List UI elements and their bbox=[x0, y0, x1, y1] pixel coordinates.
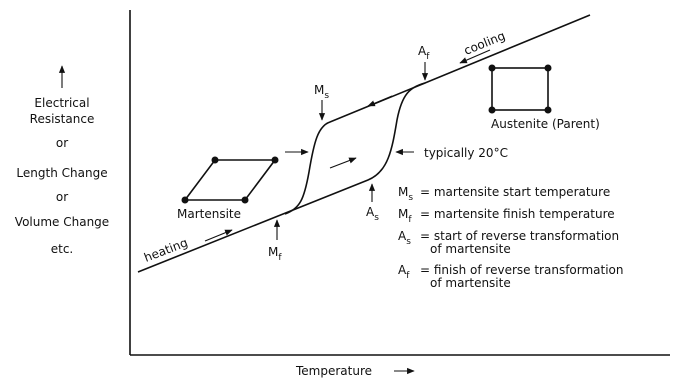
ms-label: Ms bbox=[314, 83, 329, 101]
cooling-arrow bbox=[459, 49, 491, 64]
x-axis-label: Temperature bbox=[295, 364, 372, 378]
definitions: Ms = martensite start temperature Mf = mart… bbox=[398, 185, 624, 290]
symbol: A bbox=[366, 205, 375, 219]
symbol: A bbox=[418, 44, 427, 58]
definition-text: of martensite bbox=[430, 276, 511, 290]
subscript: s bbox=[324, 91, 329, 101]
heating-arrow bbox=[204, 229, 233, 242]
subscript: f bbox=[408, 215, 412, 225]
subscript: s bbox=[406, 237, 411, 247]
curve-arrow bbox=[367, 95, 393, 107]
y-label-line: etc. bbox=[51, 242, 74, 256]
subscript: s bbox=[408, 193, 413, 203]
y-axis-label: Electrical Resistance or Length Change o… bbox=[15, 96, 109, 256]
symbol: M bbox=[268, 245, 278, 259]
definition-text: = start of reverse transformation bbox=[420, 229, 619, 243]
y-label-line: or bbox=[56, 190, 68, 204]
austenite-cell bbox=[491, 67, 549, 111]
symbol: M bbox=[314, 83, 324, 97]
definition-symbol: Af bbox=[398, 263, 410, 281]
martensite-label: Martensite bbox=[177, 207, 241, 221]
subscript: s bbox=[374, 213, 379, 223]
symbol: A bbox=[398, 229, 407, 243]
y-label-line: Electrical bbox=[34, 96, 89, 110]
subscript: f bbox=[406, 271, 410, 281]
definition-text: = martensite start temperature bbox=[420, 185, 610, 199]
definition-text: of martensite bbox=[430, 242, 511, 256]
austenite-label: Austenite (Parent) bbox=[491, 117, 600, 131]
y-label-line: Volume Change bbox=[15, 215, 109, 229]
af-label: Af bbox=[418, 44, 430, 62]
y-label-line: or bbox=[56, 136, 68, 150]
as-label: As bbox=[366, 205, 379, 223]
definition-symbol: Ms bbox=[398, 185, 413, 203]
subscript: f bbox=[426, 52, 430, 62]
definition-text: = finish of reverse transformation bbox=[420, 263, 624, 277]
curve-arrow bbox=[329, 157, 357, 169]
cooling-branch bbox=[284, 82, 426, 215]
y-label-line: Length Change bbox=[16, 166, 107, 180]
definition-symbol: As bbox=[398, 229, 411, 247]
symbol: M bbox=[398, 207, 408, 221]
reference-label: typically 20°C bbox=[424, 146, 508, 160]
symbol: A bbox=[398, 263, 407, 277]
definition-text: = martensite finish temperature bbox=[420, 207, 615, 221]
cooling-label: cooling bbox=[462, 29, 507, 58]
subscript: f bbox=[278, 253, 282, 263]
lattice-atoms bbox=[181, 64, 552, 204]
definition-symbol: Mf bbox=[398, 207, 412, 225]
y-label-line: Resistance bbox=[30, 112, 95, 126]
symbol: M bbox=[398, 185, 408, 199]
mf-label: Mf bbox=[268, 245, 282, 263]
martensite-cell bbox=[183, 159, 277, 201]
